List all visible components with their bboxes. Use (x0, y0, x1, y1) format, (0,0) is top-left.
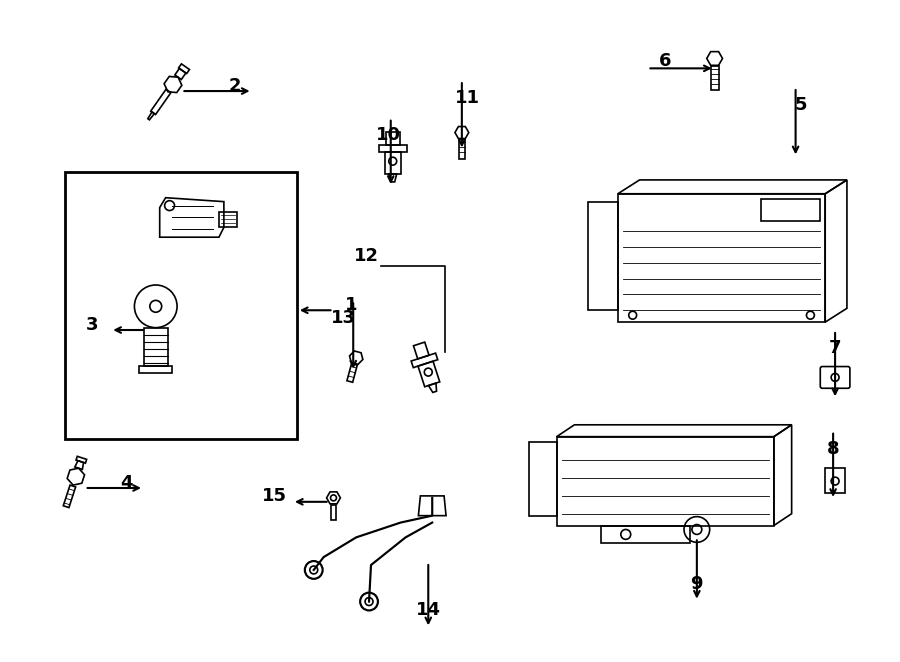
Text: 4: 4 (120, 474, 132, 492)
Text: 13: 13 (331, 309, 356, 327)
Text: 5: 5 (795, 96, 806, 114)
Text: 7: 7 (829, 339, 842, 357)
Text: 2: 2 (229, 77, 241, 95)
Text: 9: 9 (690, 575, 703, 592)
Text: 10: 10 (376, 126, 401, 144)
Text: 15: 15 (262, 487, 287, 505)
Text: 6: 6 (659, 52, 671, 70)
Text: 3: 3 (86, 316, 99, 334)
Text: 12: 12 (354, 247, 379, 265)
Text: 1: 1 (345, 297, 357, 314)
Bar (65, 172, 297, 439)
Text: 11: 11 (455, 89, 481, 107)
Text: 8: 8 (827, 440, 840, 457)
Text: 14: 14 (416, 602, 441, 620)
